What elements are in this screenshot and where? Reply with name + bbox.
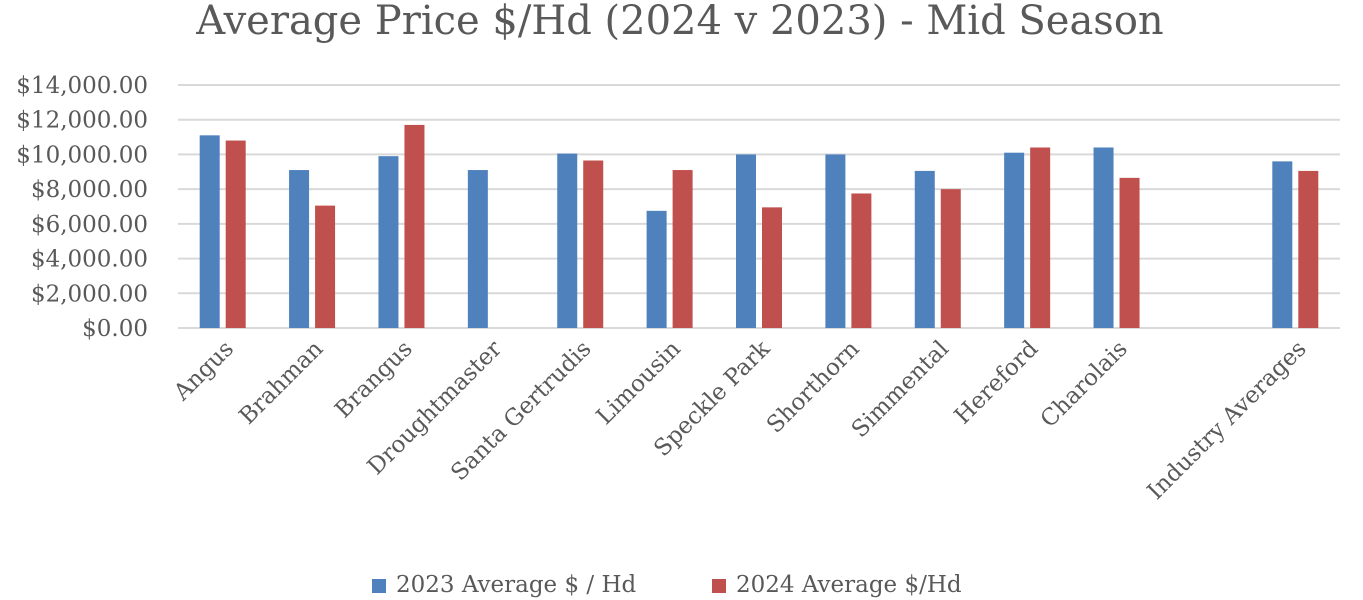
y-tick-label: $0.00 [82,316,148,342]
x-category-label: Limousin [592,336,686,430]
chart-title: Average Price $/Hd (2024 v 2023) - Mid S… [195,0,1163,44]
bar [1030,147,1051,328]
y-tick-label: $8,000.00 [31,177,148,203]
x-category-label: Simmental [847,336,954,443]
bar [467,170,488,328]
bar [762,207,782,328]
bar [1272,161,1293,328]
bar [672,170,693,328]
x-category-label: Angus [168,336,239,407]
bar [646,210,667,328]
y-tick-label: $6,000.00 [31,212,148,238]
y-tick-label: $12,000.00 [16,108,148,134]
x-category-label: Brangus [330,336,418,424]
bar [199,135,220,328]
bar [1298,170,1319,328]
bar [851,193,872,328]
bar [940,189,961,328]
y-axis-ticks: $0.00 $2,000.00 $4,000.00 $6,000.00 $8,000.0… [16,73,148,342]
legend-label: 2023 Average $ / Hd [396,572,637,598]
y-tick-label: $4,000.00 [31,247,148,273]
bar [1093,147,1114,328]
bar [315,205,336,328]
bar [378,156,399,328]
x-category-label: Industry Averages [1143,336,1312,505]
x-category-label: Brahman [234,336,328,430]
legend-swatch [372,579,386,593]
legend-swatch [712,579,726,593]
x-category-label: Charolais [1036,336,1133,433]
bar [583,160,604,328]
y-tick-label: $10,000.00 [16,142,148,168]
bar [1119,177,1140,328]
bar [736,154,756,328]
bar [825,154,846,328]
bar [289,170,310,328]
bar [557,153,578,328]
bar [914,170,935,328]
bar [404,124,425,329]
legend: 2023 Average $ / Hd 2024 Average $/Hd [372,572,962,598]
bar [225,140,246,328]
y-tick-label: $2,000.00 [31,281,148,307]
bars [199,124,1319,329]
x-category-label: Hereford [950,336,1044,430]
bar [1004,152,1025,328]
y-tick-label: $14,000.00 [16,73,148,99]
gridlines [178,84,1340,329]
legend-label: 2024 Average $/Hd [736,572,962,598]
